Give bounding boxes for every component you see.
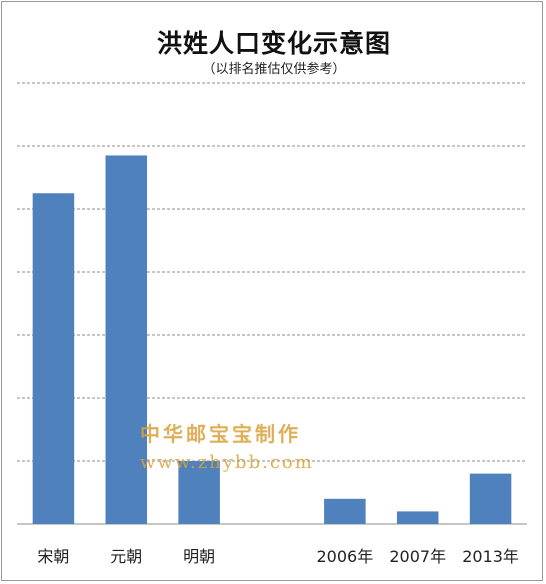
x-tick-label: 元朝 — [110, 547, 142, 566]
x-tick-label: 2006年 — [316, 547, 373, 566]
x-tick-label: 2013年 — [462, 547, 519, 566]
bar — [469, 473, 512, 524]
watermark-url: www.zhybb.com — [140, 452, 314, 473]
chart-title: 洪姓人口变化示意图 — [156, 29, 391, 58]
bar — [105, 155, 148, 524]
bar — [178, 461, 220, 524]
bar — [324, 498, 366, 524]
watermark-title: 中华邮宝宝制作 — [140, 422, 301, 446]
x-tick-label: 宋朝 — [37, 547, 69, 566]
bar — [32, 193, 75, 524]
chart-subtitle: （以排名推估仅供参考） — [202, 62, 346, 77]
bar — [396, 511, 439, 524]
x-tick-label: 明朝 — [183, 547, 215, 566]
x-tick-label: 2007年 — [389, 547, 446, 566]
